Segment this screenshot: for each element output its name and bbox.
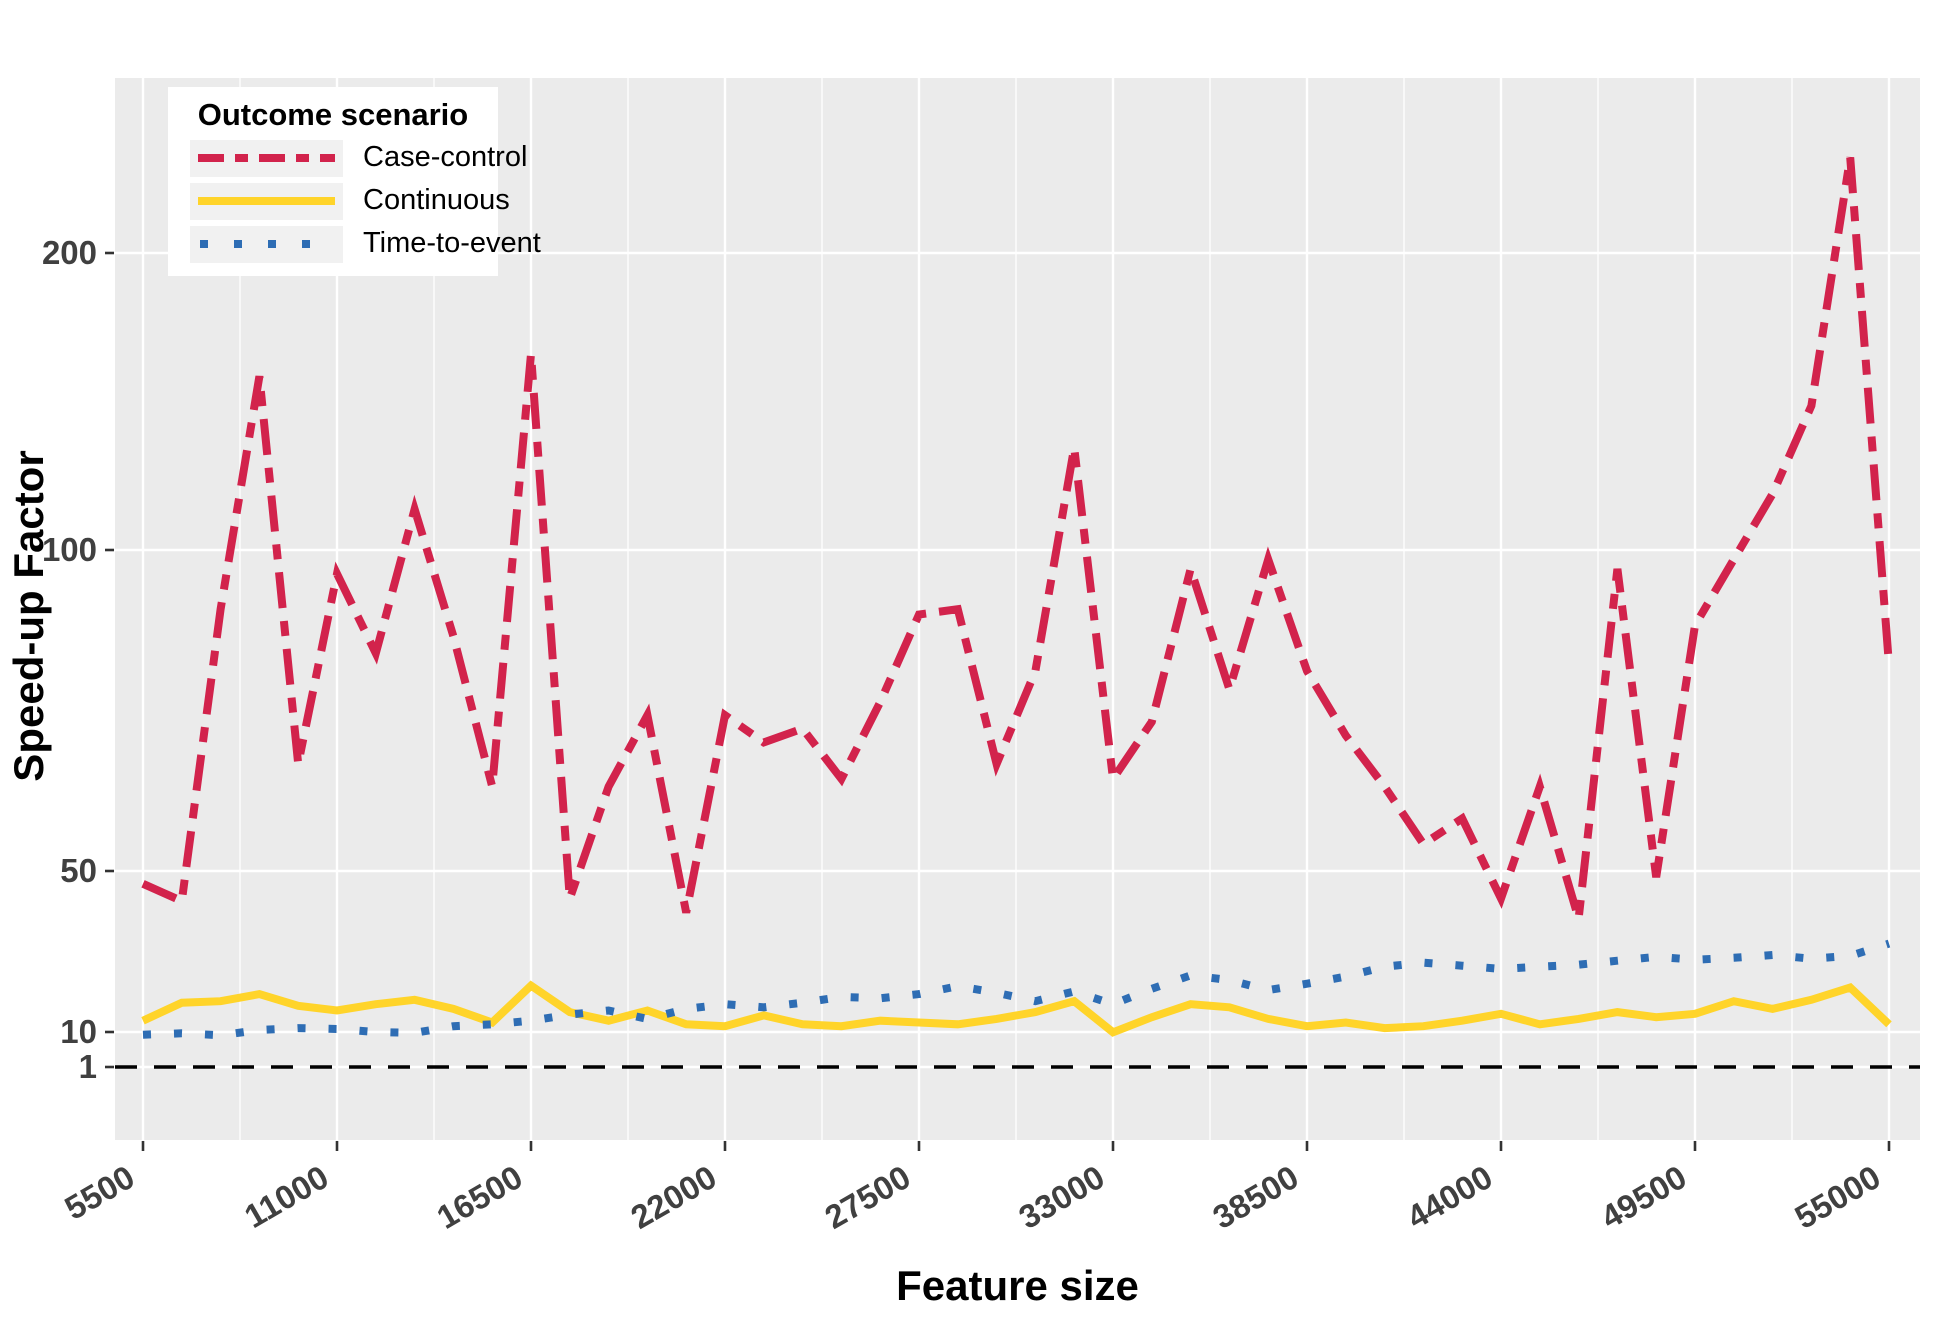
legend-item-case-control: Case-control bbox=[190, 139, 527, 178]
x-tick-label: 44000 bbox=[1401, 1158, 1499, 1236]
x-tick-label: 49500 bbox=[1595, 1158, 1693, 1236]
x-tick-label: 22000 bbox=[625, 1158, 723, 1236]
series-line-continuous bbox=[141, 980, 1892, 1037]
legend-label: Time-to-event bbox=[363, 227, 541, 259]
y-tick-label: 10 bbox=[60, 1013, 97, 1050]
time-to-event-line-key-icon bbox=[190, 226, 343, 263]
case-control-line-key-icon bbox=[190, 140, 343, 177]
x-tick-label: 16500 bbox=[431, 1158, 529, 1236]
y-axis-title: Speed-up Factor bbox=[5, 450, 52, 782]
x-tick-label: 38500 bbox=[1207, 1158, 1305, 1236]
y-tick-label: 50 bbox=[60, 852, 97, 889]
x-tick-label: 11000 bbox=[238, 1158, 334, 1235]
y-tick-label: 200 bbox=[42, 234, 97, 271]
x-tick-label: 55000 bbox=[1789, 1158, 1887, 1236]
x-tick-label: 33000 bbox=[1013, 1158, 1111, 1236]
continuous-line-key-icon bbox=[190, 183, 343, 220]
x-axis-title: Feature size bbox=[896, 1262, 1139, 1309]
legend-label: Continuous bbox=[363, 184, 510, 216]
y-tick-label: 1 bbox=[79, 1048, 97, 1085]
legend-item-time-to-event: Time-to-event bbox=[190, 225, 541, 264]
x-tick-label: 27500 bbox=[819, 1158, 917, 1236]
legend: Outcome scenario Case-control Continuous… bbox=[168, 87, 541, 276]
y-tick-label: 100 bbox=[42, 531, 97, 568]
legend-title: Outcome scenario bbox=[197, 97, 469, 132]
x-tick-label: 5500 bbox=[58, 1158, 140, 1227]
legend-item-continuous: Continuous bbox=[190, 182, 510, 221]
legend-label: Case-control bbox=[363, 141, 528, 173]
